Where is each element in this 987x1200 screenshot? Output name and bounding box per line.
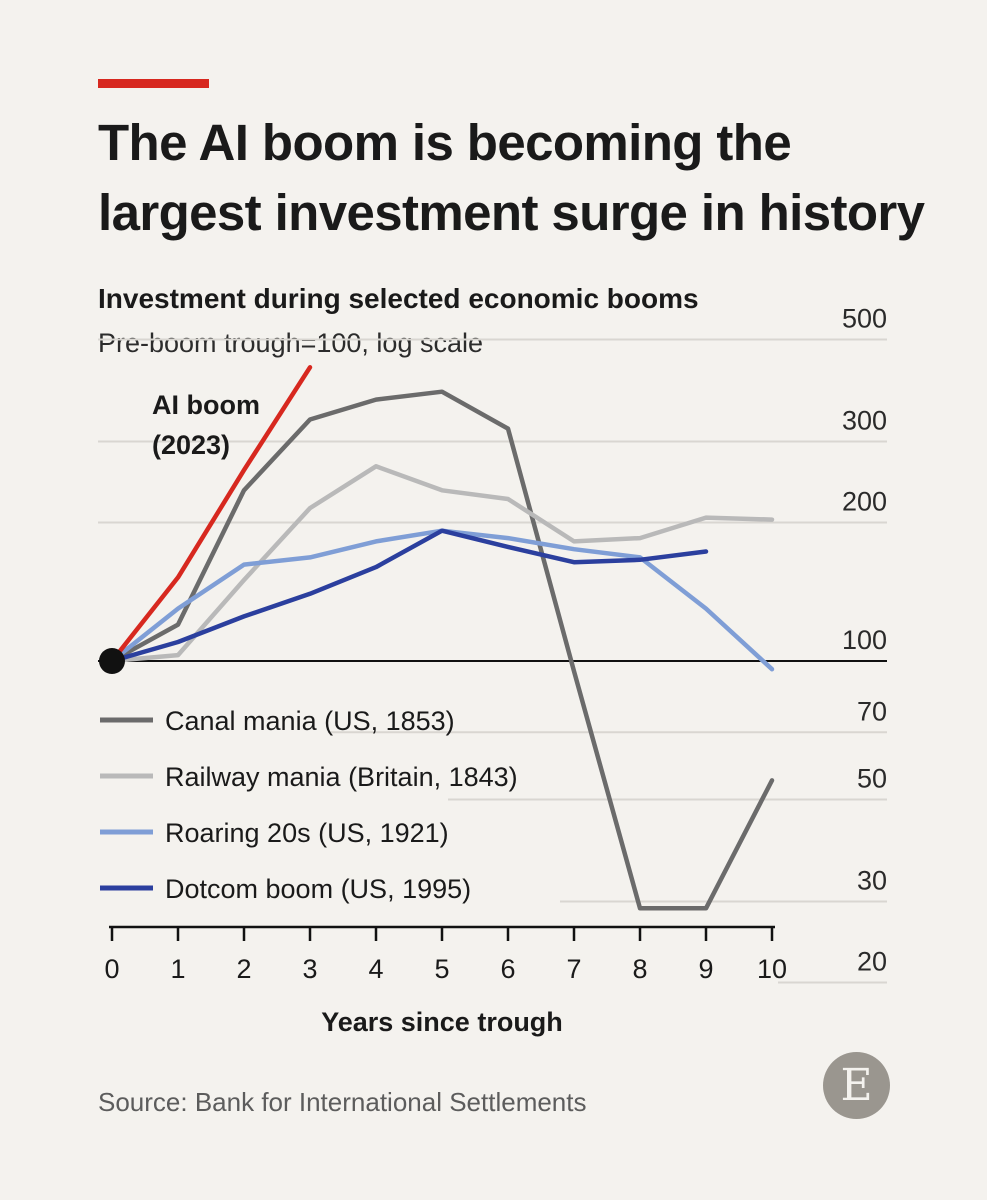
series-line-2: [109, 528, 775, 672]
source-note: Source: Bank for International Settlemen…: [98, 1087, 587, 1117]
series-line-3: [109, 528, 709, 664]
x-axis-title: Years since trough: [321, 1007, 563, 1037]
y-tick-label-100: 100: [842, 625, 887, 655]
origin-dot: [99, 648, 125, 674]
x-tick-label-9: 9: [698, 954, 713, 984]
legend-label-2: Roaring 20s (US, 1921): [165, 818, 449, 848]
y-tick-label-300: 300: [842, 406, 887, 436]
x-tick-label-5: 5: [434, 954, 449, 984]
annotation-ai-boom: AI boom: [152, 390, 260, 420]
x-tick-label-1: 1: [170, 954, 185, 984]
economist-logo: E: [823, 1052, 890, 1119]
series-line-4: [109, 365, 313, 664]
series-line-1: [109, 464, 775, 664]
y-tick-label-20: 20: [857, 947, 887, 977]
y-tick-label-500: 500: [842, 303, 887, 333]
x-tick-label-0: 0: [104, 954, 119, 984]
legend-label-0: Canal mania (US, 1853): [165, 706, 455, 736]
x-tick-label-7: 7: [566, 954, 581, 984]
series-line-0: [109, 389, 775, 911]
chart-units-note: Pre-boom trough=100, log scale: [98, 328, 483, 358]
x-tick-label-8: 8: [632, 954, 647, 984]
annotation-ai-boom-year: (2023): [152, 430, 230, 460]
legend-label-3: Dotcom boom (US, 1995): [165, 874, 471, 904]
chart-title: The AI boom is becoming the largest inve…: [98, 114, 925, 241]
x-tick-label-6: 6: [500, 954, 515, 984]
y-tick-label-50: 50: [857, 763, 887, 793]
accent-rule: [98, 79, 209, 88]
y-tick-label-30: 30: [857, 866, 887, 896]
x-tick-label-4: 4: [368, 954, 383, 984]
x-tick-label-10: 10: [757, 954, 787, 984]
legend-label-1: Railway mania (Britain, 1843): [165, 762, 518, 792]
x-tick-label-2: 2: [236, 954, 251, 984]
y-tick-label-200: 200: [842, 487, 887, 517]
chart-subtitle: Investment during selected economic boom…: [98, 283, 699, 314]
x-tick-label-3: 3: [302, 954, 317, 984]
y-tick-label-70: 70: [857, 696, 887, 726]
